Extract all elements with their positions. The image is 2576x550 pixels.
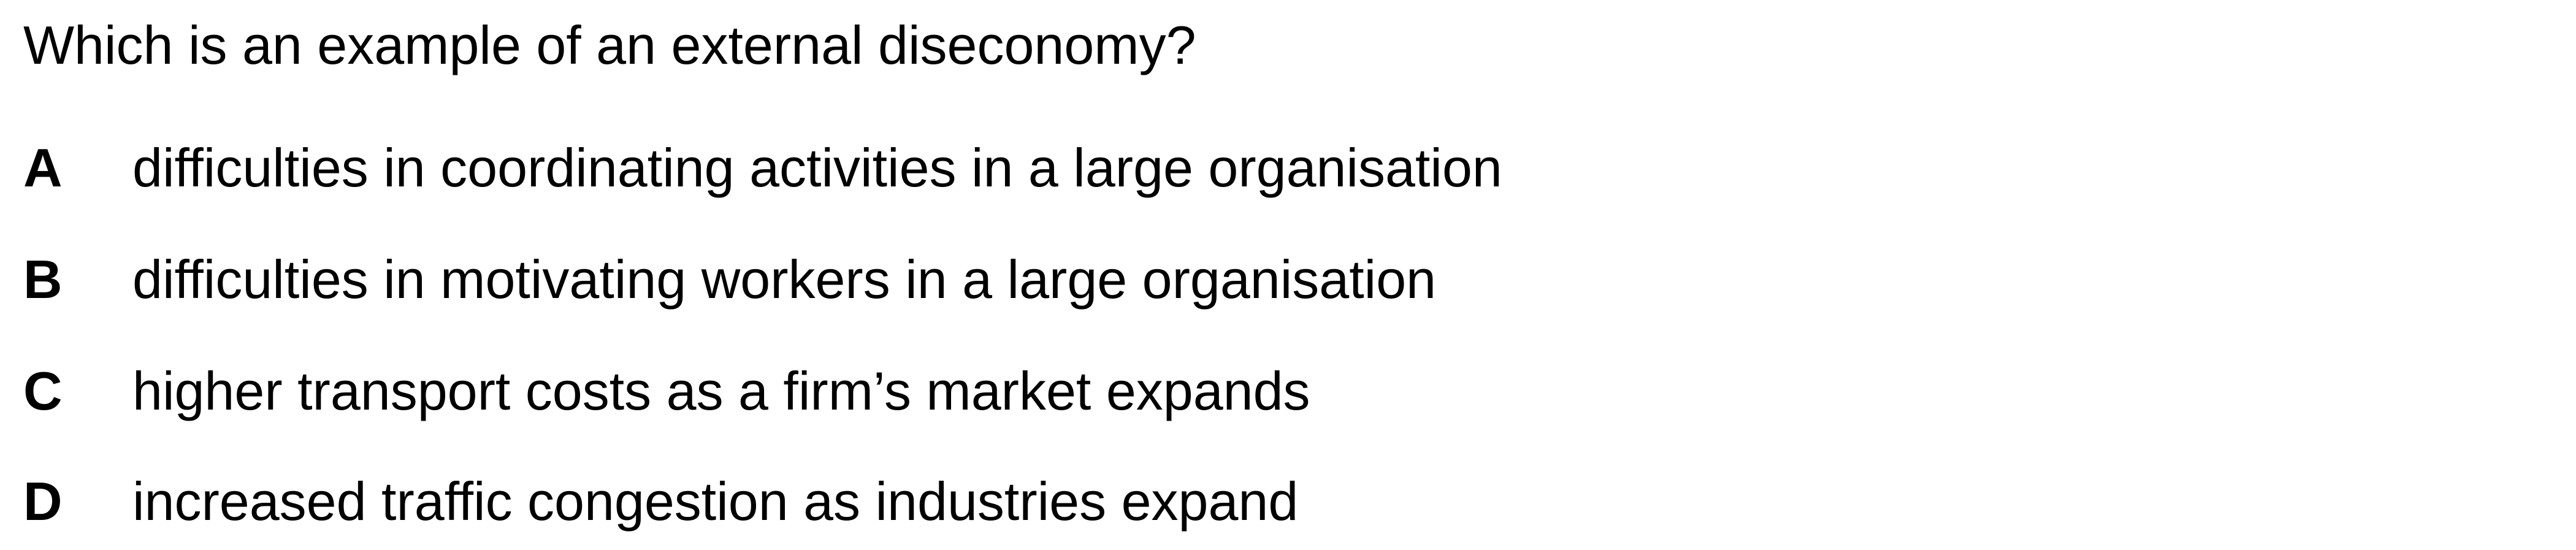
option-letter: B (23, 249, 63, 310)
option-letter: C (23, 361, 63, 421)
option-letter: A (23, 137, 63, 198)
option-text: difficulties in motivating workers in a … (132, 249, 1437, 310)
option-text: increased traffic congestion as industri… (132, 471, 1299, 532)
question-text: Which is an example of an external disec… (23, 15, 1196, 75)
option-text: higher transport costs as a firm’s marke… (132, 361, 1310, 421)
option-text: difficulties in coordinating activities … (132, 137, 1502, 198)
option-letter: D (23, 471, 63, 532)
